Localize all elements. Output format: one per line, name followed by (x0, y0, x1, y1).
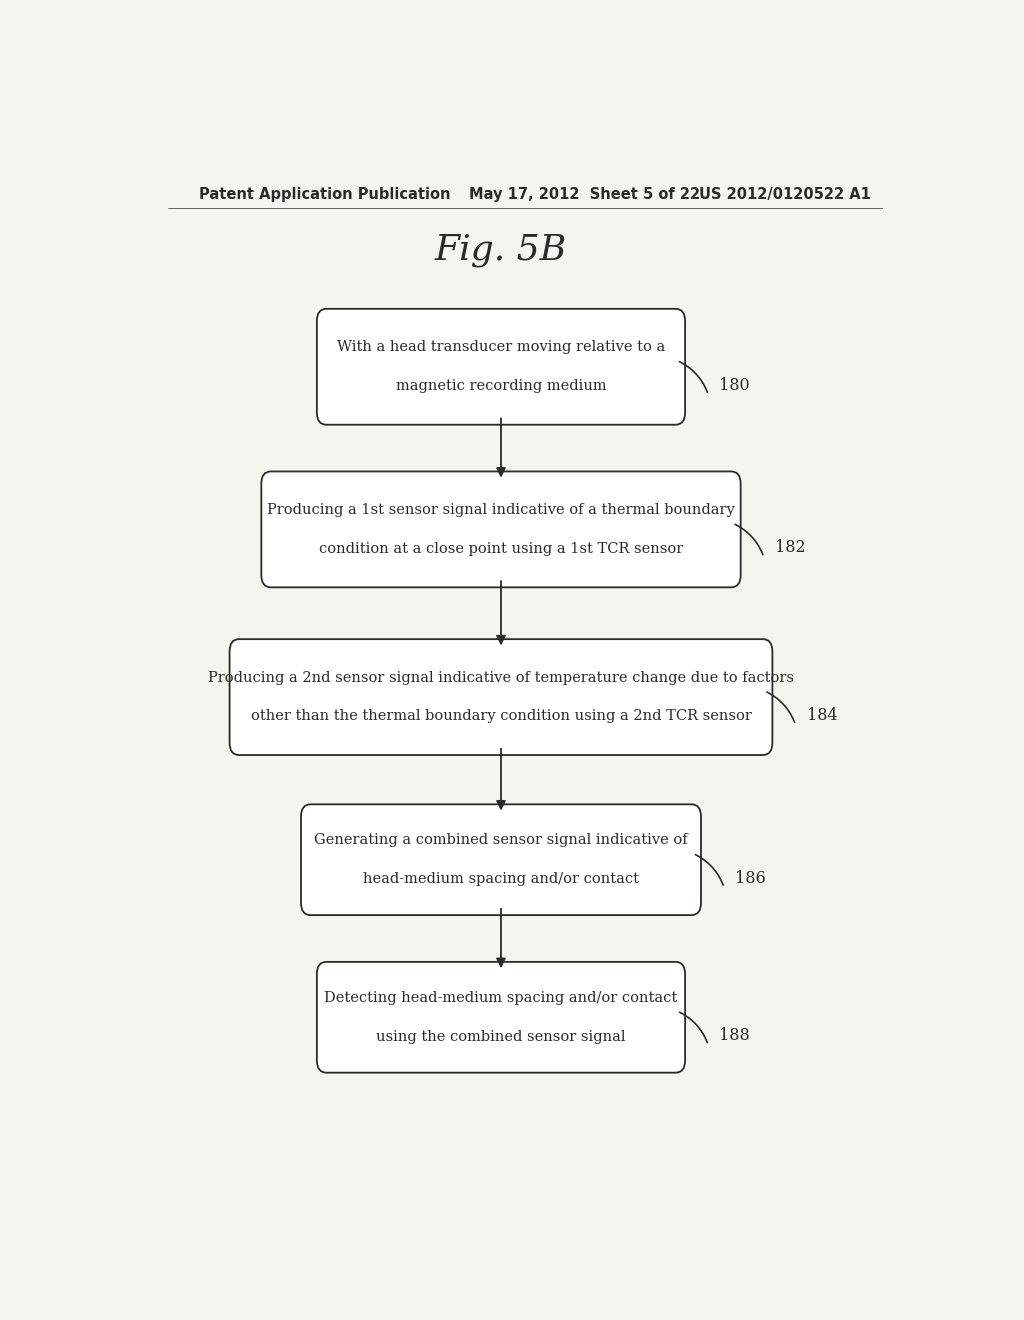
FancyBboxPatch shape (316, 962, 685, 1073)
Text: 188: 188 (719, 1027, 750, 1044)
FancyBboxPatch shape (301, 804, 701, 915)
Text: Fig. 5B: Fig. 5B (435, 232, 567, 267)
Text: May 17, 2012  Sheet 5 of 22: May 17, 2012 Sheet 5 of 22 (469, 187, 700, 202)
Text: US 2012/0120522 A1: US 2012/0120522 A1 (699, 187, 871, 202)
Text: condition at a close point using a 1st TCR sensor: condition at a close point using a 1st T… (318, 541, 683, 556)
Text: Producing a 2nd sensor signal indicative of temperature change due to factors: Producing a 2nd sensor signal indicative… (208, 671, 794, 685)
Text: magnetic recording medium: magnetic recording medium (395, 379, 606, 393)
Text: Detecting head-medium spacing and/or contact: Detecting head-medium spacing and/or con… (325, 991, 678, 1005)
Text: head-medium spacing and/or contact: head-medium spacing and/or contact (362, 873, 639, 886)
FancyBboxPatch shape (261, 471, 740, 587)
Text: using the combined sensor signal: using the combined sensor signal (376, 1030, 626, 1044)
Text: 184: 184 (807, 708, 838, 723)
Text: 182: 182 (775, 539, 806, 556)
Text: 180: 180 (719, 376, 750, 393)
Text: Patent Application Publication: Patent Application Publication (200, 187, 451, 202)
Text: With a head transducer moving relative to a: With a head transducer moving relative t… (337, 341, 666, 355)
FancyBboxPatch shape (316, 309, 685, 425)
FancyBboxPatch shape (229, 639, 772, 755)
Text: Producing a 1st sensor signal indicative of a thermal boundary: Producing a 1st sensor signal indicative… (267, 503, 735, 517)
Text: 186: 186 (735, 870, 766, 887)
Text: Generating a combined sensor signal indicative of: Generating a combined sensor signal indi… (314, 833, 688, 847)
Text: other than the thermal boundary condition using a 2nd TCR sensor: other than the thermal boundary conditio… (251, 709, 752, 723)
